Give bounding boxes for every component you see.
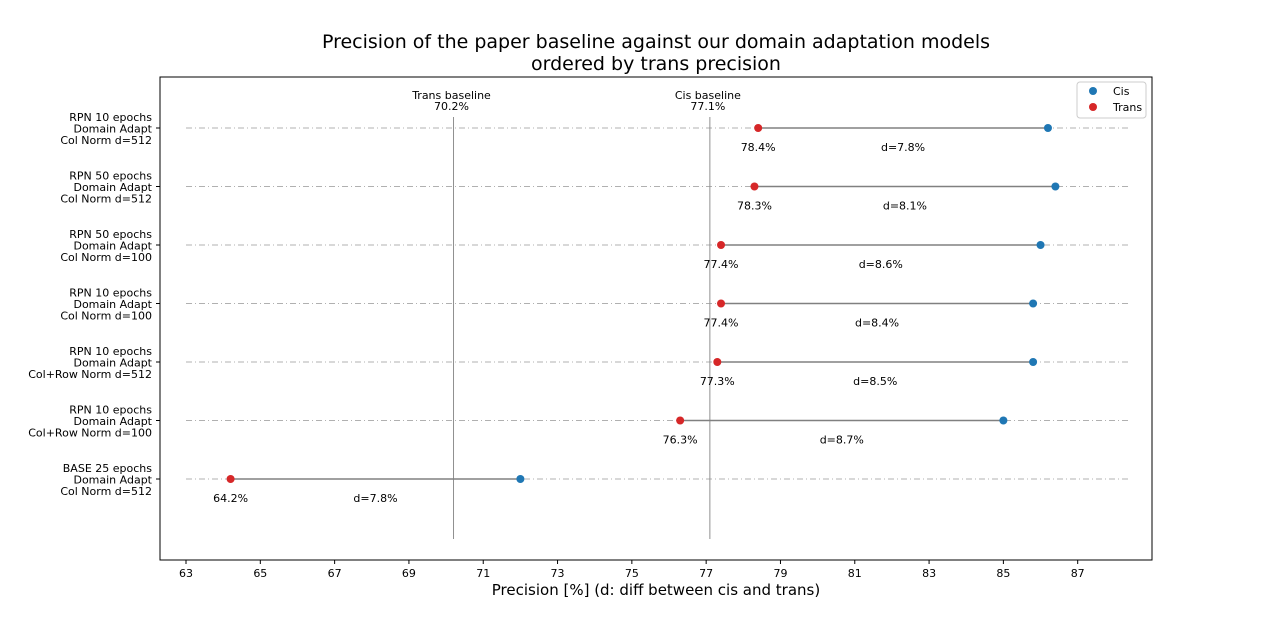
row-label-line: Col+Row Norm d=100 bbox=[28, 427, 152, 440]
row-label-line: Col Norm d=100 bbox=[60, 251, 152, 264]
baseline-label: Cis baseline bbox=[675, 89, 741, 102]
plot-area bbox=[159, 76, 1153, 561]
x-tick-label: 85 bbox=[996, 567, 1010, 580]
x-tick-label: 63 bbox=[179, 567, 193, 580]
cis-point bbox=[1051, 182, 1060, 191]
trans-point bbox=[717, 299, 726, 308]
trans-value-label: 77.4% bbox=[704, 317, 739, 330]
legend-cis-label: Cis bbox=[1113, 85, 1130, 98]
trans-point bbox=[750, 182, 759, 191]
row-label-line: RPN 10 epochs bbox=[69, 111, 152, 124]
row-label-line: Col Norm d=100 bbox=[60, 310, 152, 323]
row-label-line: RPN 10 epochs bbox=[69, 287, 152, 300]
legend-trans-label: Trans bbox=[1112, 101, 1142, 114]
trans-point bbox=[717, 241, 726, 249]
x-tick-label: 79 bbox=[773, 567, 787, 580]
x-axis: 63 65 67 69 71 73 75 77 79 81 83 85 87 bbox=[179, 560, 1085, 580]
connectors bbox=[230, 127, 1056, 480]
cis-point bbox=[516, 475, 525, 483]
legend-cis-marker bbox=[1089, 87, 1097, 95]
row-label-line: Domain Adapt bbox=[73, 357, 152, 370]
row-label-line: RPN 10 epochs bbox=[69, 345, 152, 358]
diff-label: d=8.7% bbox=[820, 434, 864, 447]
x-tick-label: 73 bbox=[551, 567, 565, 580]
cis-point bbox=[1036, 241, 1045, 249]
diff-label: d=8.4% bbox=[855, 317, 899, 330]
diff-label: d=7.8% bbox=[881, 141, 925, 154]
trans-point bbox=[754, 124, 763, 132]
diff-label: d=8.5% bbox=[853, 375, 897, 388]
baseline-value-label: 70.2% bbox=[434, 100, 469, 113]
cis-point bbox=[1043, 124, 1052, 132]
chart-title-line-2: ordered by trans precision bbox=[531, 53, 781, 75]
legend: Cis Trans bbox=[1076, 81, 1147, 119]
trans-value-label: 78.4% bbox=[741, 141, 776, 154]
cis-point bbox=[1029, 358, 1038, 366]
data-points bbox=[226, 124, 1060, 483]
cis-point bbox=[1029, 299, 1038, 308]
trans-value-label: 77.4% bbox=[704, 258, 739, 271]
x-tick-label: 65 bbox=[253, 567, 267, 580]
row-label-line: Domain Adapt bbox=[73, 298, 152, 311]
x-tick-label: 67 bbox=[328, 567, 342, 580]
chart-title-line-1: Precision of the paper baseline against … bbox=[322, 31, 990, 53]
trans-value-label: 77.3% bbox=[700, 375, 735, 388]
row-label-line: Col+Row Norm d=512 bbox=[28, 368, 152, 381]
diff-label: d=7.8% bbox=[353, 492, 397, 505]
row-label-line: RPN 10 epochs bbox=[69, 404, 152, 417]
row-label-line: Domain Adapt bbox=[73, 474, 152, 487]
trans-value-label: 78.3% bbox=[737, 200, 772, 213]
x-tick-label: 71 bbox=[476, 567, 490, 580]
diff-label: d=8.6% bbox=[859, 258, 903, 271]
trans-point bbox=[676, 416, 685, 425]
trans-point bbox=[713, 358, 722, 366]
cis-point bbox=[999, 416, 1008, 425]
point-labels: 78.4% d=7.8% 78.3% d=8.1% 77.4% d=8.6% 77.4% d=… bbox=[213, 141, 927, 505]
baseline-value-label: 77.1% bbox=[690, 100, 725, 113]
x-tick-label: 77 bbox=[699, 567, 713, 580]
x-tick-label: 69 bbox=[402, 567, 416, 580]
row-label-line: RPN 50 epochs bbox=[69, 170, 152, 183]
row-label-line: RPN 50 epochs bbox=[69, 228, 152, 241]
trans-value-label: 76.3% bbox=[663, 434, 698, 447]
row-label-line: Domain Adapt bbox=[73, 123, 152, 136]
row-label-line: Col Norm d=512 bbox=[60, 134, 152, 147]
x-tick-label: 81 bbox=[848, 567, 862, 580]
baseline-label: Trans baseline bbox=[411, 89, 491, 102]
trans-point bbox=[226, 475, 235, 483]
row-label-line: Col Norm d=512 bbox=[60, 485, 152, 498]
x-axis-label: Precision [%] (d: diff between cis and t… bbox=[492, 581, 820, 599]
x-tick-label: 83 bbox=[922, 567, 936, 580]
row-label-line: Domain Adapt bbox=[73, 181, 152, 194]
row-label-line: Domain Adapt bbox=[73, 415, 152, 428]
x-tick-label: 87 bbox=[1071, 567, 1085, 580]
row-label-line: Col Norm d=512 bbox=[60, 193, 152, 206]
row-label-line: BASE 25 epochs bbox=[63, 462, 152, 475]
row-label-line: Domain Adapt bbox=[73, 240, 152, 253]
legend-trans-marker bbox=[1089, 103, 1097, 111]
trans-value-label: 64.2% bbox=[213, 492, 248, 505]
x-tick-label: 75 bbox=[625, 567, 639, 580]
diff-label: d=8.1% bbox=[883, 200, 927, 213]
